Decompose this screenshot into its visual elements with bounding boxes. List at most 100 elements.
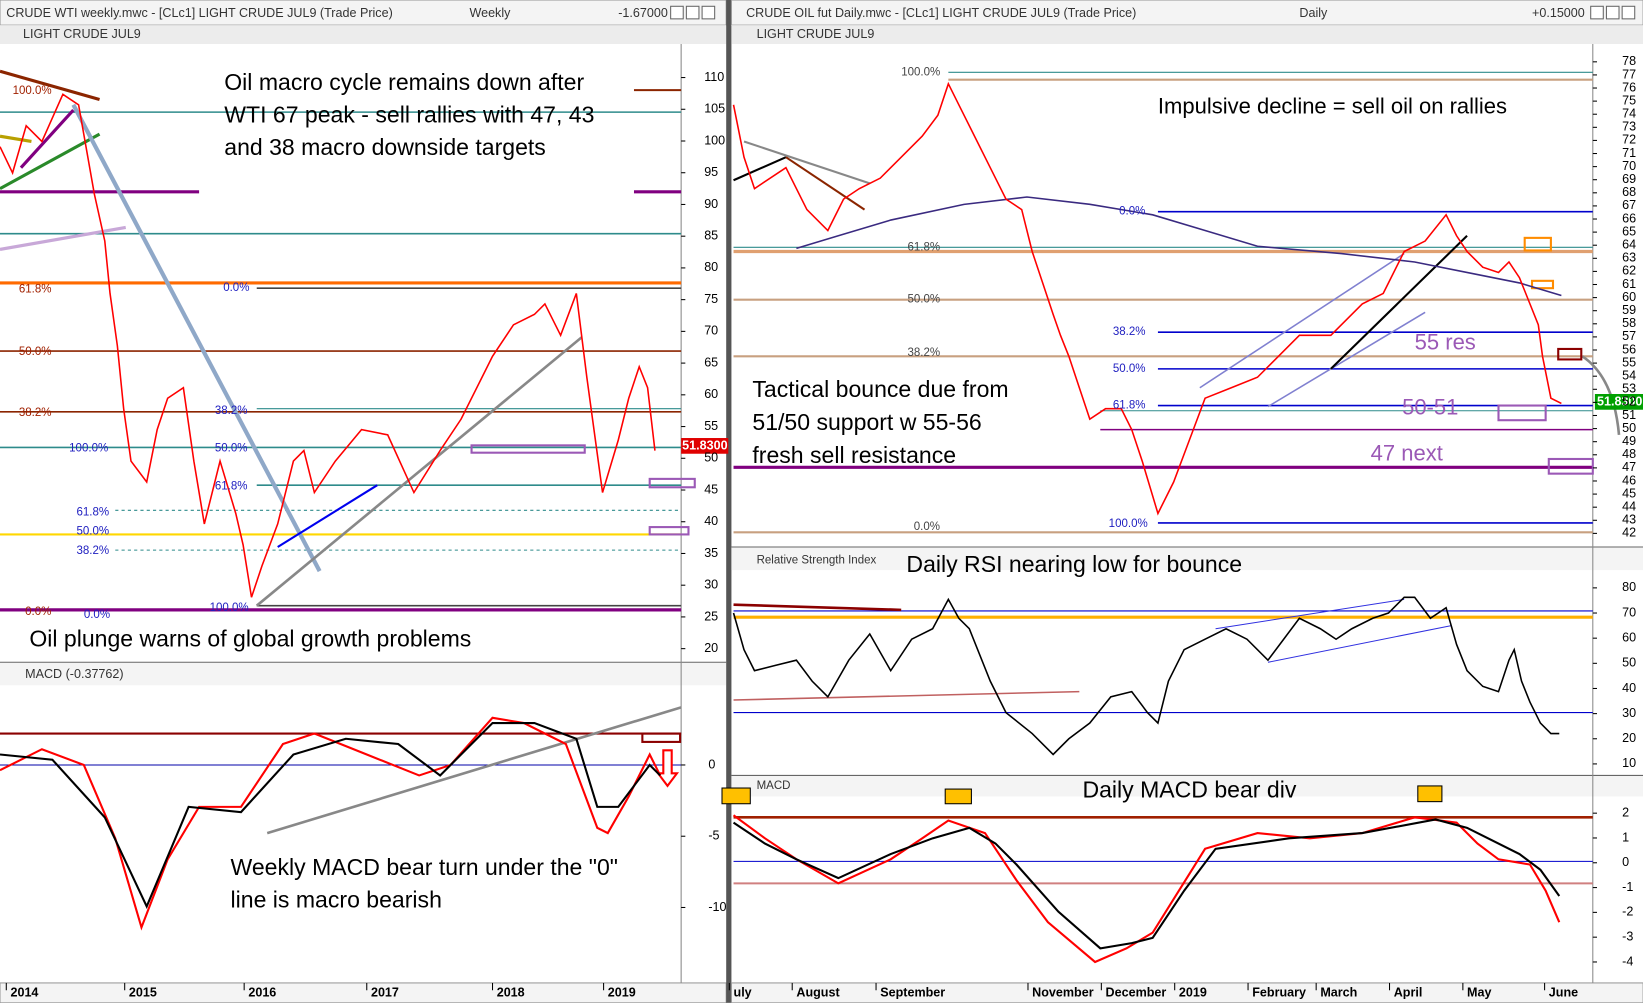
annotation: Weekly MACD bear turn under the "0" [231,854,618,880]
y-tick-label: 64 [1622,238,1636,252]
fib-label: 50.0% [215,443,248,455]
left-macd-lines [0,706,682,835]
macd-label: MACD (-0.37762) [25,667,123,681]
annotation: Oil macro cycle remains down after [224,69,584,95]
level-label: 55 res [1415,330,1476,355]
instrument: LIGHT CRUDE JUL9 [757,27,875,41]
fib-label: 61.8% [1113,400,1146,412]
y-tick-label: 42 [1622,526,1636,540]
fib-label: 38.2% [76,545,109,557]
y-tick-label: 46 [1622,473,1636,487]
x-tick-label: 2016 [248,986,276,1000]
y-tick-label: 78 [1622,54,1636,68]
y-tick-label: 85 [704,229,718,243]
y-tick-label: 52 [1622,395,1636,409]
y-tick-label: 55 [1622,355,1636,369]
change: +0.15000 [1532,6,1585,20]
fib-label: 61.8% [76,506,109,518]
macd-signal [732,814,1561,964]
y-tick-label: 57 [1622,329,1636,343]
fib-label: 0.0% [223,282,249,294]
window-divider [726,0,732,1003]
fib-label: 50.0% [76,525,109,537]
y-tick-label: 74 [1622,107,1636,121]
y-tick-label: 63 [1622,251,1636,265]
y-tick-label: 43 [1622,513,1636,527]
timeframe: Weekly [469,6,511,20]
y-tick-label: 0 [708,757,715,771]
x-tick-label: 2017 [371,986,399,1000]
macd-signal [0,716,662,931]
y-tick-label: 76 [1622,80,1636,94]
x-tick-label: 2015 [129,986,157,1000]
title-bar [0,0,727,26]
y-tick-label: 56 [1622,342,1636,356]
fib-label: 38.2% [1113,326,1146,338]
y-tick-label: 51 [1622,408,1636,422]
y-tick-label: 66 [1622,211,1636,225]
y-tick-label: 80 [1622,580,1636,594]
macd-line [732,818,1561,950]
y-tick-label: 72 [1622,133,1636,147]
y-tick-label: 100 [704,133,725,147]
y-tick-label: -10 [708,900,726,914]
y-tick-label: 10 [1622,756,1636,770]
x-tick-label: 2018 [497,986,525,1000]
fib-label: 100.0% [13,85,52,97]
y-tick-label: 70 [704,324,718,338]
y-tick-label: -5 [708,829,719,843]
annotation: Tactical bounce due from [752,376,1008,402]
fib-label: 0.0% [914,521,940,533]
y-tick-label: 69 [1622,172,1636,186]
fib-label: 100.0% [210,602,249,614]
y-tick-label: -2 [1622,905,1633,919]
fib-label: 100.0% [901,66,940,78]
fib-label: 38.2% [215,405,248,417]
x-tick-label: August [796,986,840,1000]
y-tick-label: 47 [1622,460,1636,474]
annotation: Impulsive decline = sell oil on rallies [1158,94,1507,119]
y-tick-label: 110 [704,70,724,84]
macd-label: MACD [757,780,791,792]
y-tick-label: 53 [1622,382,1636,396]
annotation: Daily MACD bear div [1082,776,1296,802]
y-tick-label: 40 [704,514,718,528]
header-bar [0,25,727,45]
y-tick-label: 45 [1622,486,1636,500]
x-tick-label: June [1549,986,1578,1000]
x-tick-label: February [1252,986,1306,1000]
y-tick-label: 65 [1622,224,1636,238]
y-tick-label: 58 [1622,316,1636,330]
price-line [732,81,1562,516]
y-tick-label: 1 [1622,830,1629,844]
y-tick-label: 60 [1622,630,1636,644]
y-tick-label: 61 [1622,277,1636,291]
fib-label: 0.0% [1119,206,1145,218]
right-macd-lines [721,785,1593,885]
fib-label: 50.0% [907,294,940,306]
y-tick-label: 30 [1622,706,1636,720]
last-price: 51.8300 [682,439,727,453]
y-tick-label: 68 [1622,185,1636,199]
y-tick-label: 75 [704,292,718,306]
y-tick-label: 35 [704,546,718,560]
y-tick-label: 0 [1622,855,1629,869]
y-tick-label: 73 [1622,120,1636,134]
y-tick-label: 20 [1622,731,1636,745]
y-tick-label: 48 [1622,447,1636,461]
x-tick-label: 2014 [10,986,38,1000]
y-tick-label: 60 [1622,290,1636,304]
fib-label: 50.0% [19,346,52,358]
window-buttons[interactable] [670,5,1636,20]
y-tick-label: 65 [704,355,718,369]
y-tick-label: 55 [704,419,718,433]
x-tick-label: December [1106,986,1167,1000]
left-lines [0,69,696,612]
y-tick-label: 50 [1622,656,1636,670]
instrument: LIGHT CRUDE JUL9 [23,27,141,41]
fib-label: 61.8% [907,241,940,253]
x-tick-label: 2019 [1179,986,1207,1000]
y-tick-label: 45 [704,482,718,496]
last-price: 51.8300 [1597,395,1642,409]
